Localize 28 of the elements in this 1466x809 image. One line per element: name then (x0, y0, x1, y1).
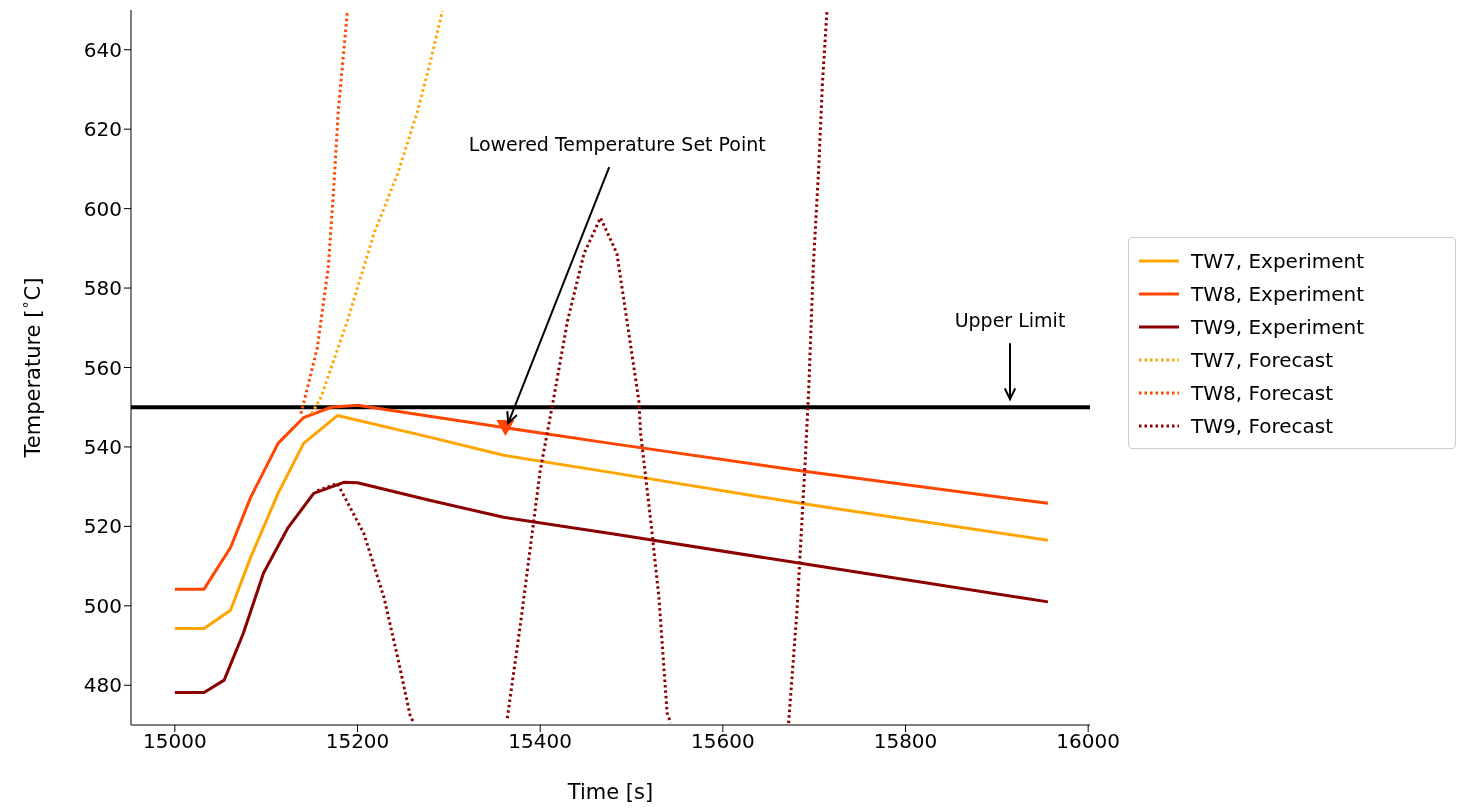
x-tick-label: 15800 (873, 729, 938, 754)
y-tick-label: 480 (83, 673, 122, 698)
x-tick-label: 16000 (1056, 729, 1120, 754)
x-tick-label: 15600 (691, 729, 755, 754)
x-tick-label: 15000 (143, 729, 207, 754)
x-tick-label: 15400 (508, 729, 572, 754)
legend-label: TW7, Experiment (1191, 248, 1364, 273)
y-tick-label: 500 (83, 593, 122, 618)
y-tick-label: 520 (83, 514, 122, 539)
line-series (173, 403, 1050, 591)
x-axis-title: Time [s] (566, 780, 654, 804)
legend-label: TW8, Experiment (1191, 281, 1364, 306)
y-tick-label: 640 (83, 37, 122, 62)
legend-label: TW7, Forecast (1191, 347, 1334, 372)
y-tick-label: 560 (83, 355, 122, 380)
ref-line-label: Upper Limit (954, 309, 1066, 332)
line-series (299, 10, 349, 416)
line-series (310, 10, 444, 416)
legend-label: TW9, Experiment (1191, 314, 1364, 339)
y-tick-label: 540 (83, 435, 122, 460)
x-tick-label: 15200 (325, 729, 390, 754)
annotation: Lowered Temperature Set Point (468, 133, 766, 156)
y-tick-label: 620 (83, 117, 122, 142)
y-tick-label: 580 (83, 276, 122, 301)
line-series (173, 414, 1050, 630)
legend-label: TW8, Forecast (1191, 380, 1334, 405)
legend-label: TW9, Forecast (1191, 413, 1334, 438)
y-tick-label: 600 (83, 196, 122, 221)
